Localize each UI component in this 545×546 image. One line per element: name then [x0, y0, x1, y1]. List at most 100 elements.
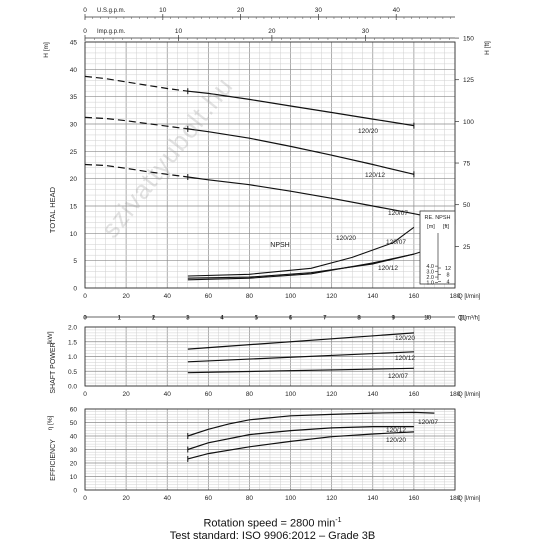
npsh-inset-ft-label: 12	[445, 266, 451, 272]
ft-tick-label: 150	[463, 36, 474, 43]
usgpm-axis-tick-label: 0	[83, 7, 87, 14]
efficiency-xtick-label: 0	[83, 495, 87, 502]
head-ytick-label: 15	[70, 204, 78, 211]
head-curve-120-07	[187, 176, 456, 223]
m3h-tick-label: 8	[357, 315, 361, 322]
npsh-series-label: 120/12	[378, 265, 398, 272]
head-ytick-label: 10	[70, 231, 78, 238]
power-frame	[84, 326, 456, 387]
efficiency-ytick-label: 50	[70, 420, 78, 427]
head-xtick-label: 160	[408, 293, 419, 300]
head-curve-120-20	[187, 90, 414, 127]
power-ytick-label: 1.0	[68, 354, 77, 361]
npsh-inset-ft-label: 8	[446, 273, 449, 279]
head-yunit-left: H [m]	[43, 42, 50, 58]
head-xtick-label: 100	[285, 293, 296, 300]
npsh-curve-120-20	[187, 226, 415, 277]
power-curve-120-12	[187, 351, 414, 363]
usgpm-axis-tick-label: 20	[237, 7, 245, 14]
head-ytick-label: 25	[70, 149, 78, 156]
head-series-label: 120/20	[358, 128, 378, 135]
power-ytick-label: 2.0	[68, 325, 77, 332]
npsh-inset-unit-m: [m]	[427, 224, 435, 230]
power-xunit-label: Q [l/min]	[458, 392, 481, 398]
efficiency-axis-title: EFFICIENCY	[50, 439, 57, 481]
head-xtick-label: 40	[164, 293, 172, 300]
head-curve-dashed-120-07	[84, 163, 188, 178]
head-curve-dashed-120-20	[84, 75, 188, 92]
head-axis-title: TOTAL HEAD	[48, 186, 57, 233]
efficiency-series-label: 120/12	[386, 427, 406, 434]
impgpm-axis-tick-label: 0	[83, 28, 87, 35]
efficiency-ytick-label: 10	[70, 474, 78, 481]
efficiency-ytick-label: 0	[73, 488, 77, 495]
impgpm-axis-tick-label: 10	[175, 28, 183, 35]
head-ytick-label: 5	[73, 258, 77, 265]
head-xtick-label: 180	[450, 293, 461, 300]
efficiency-ytick-label: 30	[70, 447, 78, 454]
m3h-tick-label: 9	[392, 315, 396, 322]
head-ytick-label: 20	[70, 176, 78, 183]
m3h-tick-label: 11	[458, 315, 465, 322]
usgpm-axis-tick-label: 30	[315, 7, 323, 14]
power-ytick-label: 1.5	[68, 339, 77, 346]
head-ytick-label: 30	[70, 122, 78, 129]
m3h-unit-label: Q [m³/h]	[458, 316, 480, 322]
npsh-inset-ft-label: 4	[446, 279, 449, 285]
efficiency-xunit-label: Q [l/min]	[458, 496, 481, 502]
head-series-label: 120/12	[365, 172, 385, 179]
efficiency-xtick-label: 100	[285, 495, 296, 502]
head-xunit-label: Q [l/min]	[458, 294, 481, 300]
power-xtick-label: 80	[246, 391, 254, 398]
power-series-label: 120/07	[388, 373, 408, 380]
m3h-tick-label: 10	[424, 315, 432, 322]
npsh-inset-m-label: 2.0	[426, 275, 434, 281]
head-ytick-label: 35	[70, 94, 78, 101]
npsh-label: NPSH	[270, 242, 289, 249]
power-xtick-label: 140	[367, 391, 378, 398]
ft-tick-label: 50	[463, 202, 471, 209]
m3h-tick-label: 5	[254, 315, 258, 322]
efficiency-xtick-label: 20	[122, 495, 130, 502]
rotation-speed-unit-exponent: -1	[335, 517, 342, 524]
head-curve-120-12	[187, 128, 415, 175]
power-curve-120-20	[187, 332, 414, 350]
head-ytick-label: 0	[73, 286, 77, 293]
npsh-inset-box	[419, 210, 456, 285]
power-yunit: [kW]	[47, 331, 54, 344]
m3h-tick-label: 1	[117, 315, 121, 322]
head-series-label: 120/07	[388, 210, 408, 217]
power-series-label: 120/12	[395, 355, 415, 362]
power-xtick-label: 20	[122, 391, 130, 398]
efficiency-xtick-label: 160	[408, 495, 419, 502]
efficiency-series-label: 120/07	[418, 419, 438, 426]
power-series-label: 120/20	[395, 335, 415, 342]
efficiency-frame	[84, 408, 456, 491]
power-grid	[84, 326, 456, 387]
head-xtick-label: 80	[246, 293, 254, 300]
efficiency-xtick-label: 120	[326, 495, 337, 502]
power-xtick-label: 40	[164, 391, 172, 398]
npsh-inset-title: RE. NPSH	[425, 215, 451, 221]
npsh-inset-m-label: 3.0	[426, 270, 434, 276]
usgpm-axis-tick-label: 10	[159, 7, 167, 14]
npsh-inset-m-label: 4.0	[426, 264, 434, 270]
head-xtick-label: 140	[367, 293, 378, 300]
efficiency-curve-120-07	[187, 411, 435, 437]
npsh-series-label: 120/07	[386, 239, 406, 246]
head-xtick-label: 120	[326, 293, 337, 300]
efficiency-curve-120-20	[187, 431, 414, 460]
efficiency-curve-120-12	[187, 426, 414, 451]
efficiency-yunit: η [%]	[47, 415, 54, 430]
m3h-tick-label: 3	[186, 315, 190, 322]
power-xtick-label: 120	[326, 391, 337, 398]
power-xtick-label: 0	[83, 391, 87, 398]
power-curve-120-07	[187, 367, 414, 374]
npsh-inset-m-label: 1.0	[426, 281, 434, 287]
head-xtick-label: 60	[205, 293, 213, 300]
power-xtick-label: 60	[205, 391, 213, 398]
npsh-series-label: 120/20	[336, 235, 356, 242]
power-ytick-label: 0.0	[68, 384, 77, 391]
head-yunit-right: H [ft]	[484, 41, 491, 55]
